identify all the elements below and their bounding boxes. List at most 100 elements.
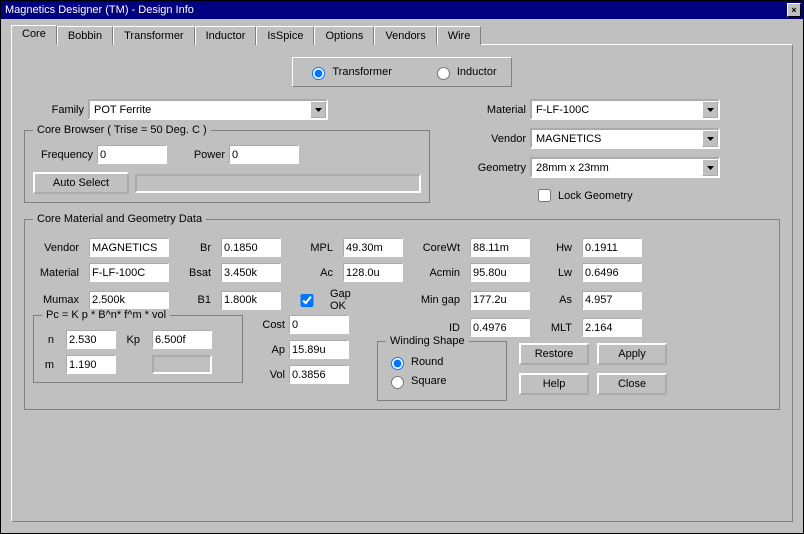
radio-inductor-label: Inductor [457, 66, 497, 78]
chevron-down-icon [702, 159, 718, 176]
material-label: Material [460, 104, 530, 116]
geometry-label: Geometry [460, 162, 530, 174]
lock-geometry-check[interactable]: Lock Geometry [534, 186, 633, 205]
help-button[interactable]: Help [519, 373, 589, 395]
mingap-label: Min gap [409, 294, 464, 306]
chevron-down-icon [310, 101, 326, 118]
ap-label: Ap [255, 344, 289, 356]
bsat-label: Bsat [175, 267, 215, 279]
material2-input[interactable] [89, 263, 169, 282]
kp-input[interactable] [152, 330, 212, 349]
gapok-check[interactable]: Gap OK [287, 288, 351, 312]
lw-label: Lw [536, 267, 576, 279]
mpl-input[interactable] [343, 238, 403, 257]
vendor2-input[interactable] [89, 238, 169, 257]
radio-square[interactable]: Square [386, 373, 446, 389]
acmin-input[interactable] [470, 263, 530, 282]
gapok-label: Gap OK [330, 288, 351, 312]
vendor-select[interactable]: MAGNETICS [530, 128, 720, 149]
corewt-label: CoreWt [409, 242, 464, 254]
hw-input[interactable] [582, 238, 642, 257]
id-input[interactable] [470, 318, 530, 337]
restore-button[interactable]: Restore [519, 343, 589, 365]
family-value: POT Ferrite [90, 104, 310, 116]
radio-inductor[interactable]: Inductor [432, 64, 497, 80]
auto-select-button[interactable]: Auto Select [33, 172, 129, 194]
kp-label: Kp [124, 334, 144, 346]
winding-group: Winding Shape Round Square [377, 341, 507, 401]
vol-input[interactable] [289, 365, 349, 384]
as-input[interactable] [582, 291, 642, 310]
tab-bobbin[interactable]: Bobbin [57, 26, 113, 45]
tab-options[interactable]: Options [314, 26, 374, 45]
br-label: Br [175, 242, 215, 254]
titlebar: Magnetics Designer (TM) - Design Info × [1, 1, 803, 19]
apply-button[interactable]: Apply [597, 343, 667, 365]
vendor-value: MAGNETICS [532, 133, 702, 145]
lw-input[interactable] [582, 263, 642, 282]
family-select[interactable]: POT Ferrite [88, 99, 328, 120]
tab-core[interactable]: Core [11, 25, 57, 45]
lock-geometry-label: Lock Geometry [558, 190, 633, 202]
ac-label: Ac [287, 267, 337, 279]
square-label: Square [411, 375, 446, 387]
content-area: Core Bobbin Transformer Inductor IsSpice… [1, 19, 803, 528]
vol-label: Vol [255, 369, 289, 381]
m-label: m [42, 359, 58, 371]
tab-isspice[interactable]: IsSpice [256, 26, 314, 45]
radio-transformer-label: Transformer [332, 66, 392, 78]
geometry-value: 28mm x 23mm [532, 162, 702, 174]
round-label: Round [411, 356, 443, 368]
n-label: n [42, 334, 58, 346]
mlt-label: MLT [536, 322, 576, 334]
cost-label: Cost [255, 319, 289, 331]
tab-panel: Transformer Inductor Family POT Ferrite … [11, 44, 793, 522]
n-input[interactable] [66, 330, 116, 349]
power-input[interactable] [229, 145, 299, 164]
cost-input[interactable] [289, 315, 349, 334]
b1-input[interactable] [221, 291, 281, 310]
pc-blank [152, 355, 212, 374]
radio-transformer[interactable]: Transformer [307, 64, 392, 80]
mingap-input[interactable] [470, 291, 530, 310]
frequency-input[interactable] [97, 145, 167, 164]
mode-selector: Transformer Inductor [292, 57, 512, 87]
core-browser-group: Core Browser ( Trise = 50 Deg. C ) Frequ… [24, 130, 430, 203]
auto-select-result [135, 174, 421, 193]
close-icon[interactable]: × [787, 3, 801, 17]
material-select[interactable]: F-LF-100C [530, 99, 720, 120]
mumax-input[interactable] [89, 291, 169, 310]
window: Magnetics Designer (TM) - Design Info × … [0, 0, 804, 534]
hw-label: Hw [536, 242, 576, 254]
chevron-down-icon [702, 130, 718, 147]
corewt-input[interactable] [470, 238, 530, 257]
close-button[interactable]: Close [597, 373, 667, 395]
tab-vendors[interactable]: Vendors [374, 26, 436, 45]
core-data-group: Core Material and Geometry Data Vendor B… [24, 219, 780, 410]
acmin-label: Acmin [409, 267, 464, 279]
radio-round[interactable]: Round [386, 354, 443, 370]
material2-label: Material [33, 267, 83, 279]
family-label: Family [24, 104, 88, 116]
vendor-label: Vendor [460, 133, 530, 145]
mlt-input[interactable] [582, 318, 642, 337]
ap-input[interactable] [289, 340, 349, 359]
b1-label: B1 [175, 294, 215, 306]
winding-title: Winding Shape [386, 335, 469, 347]
m-input[interactable] [66, 355, 116, 374]
vendor2-label: Vendor [33, 242, 83, 254]
material-value: F-LF-100C [532, 104, 702, 116]
ac-input[interactable] [343, 263, 403, 282]
tab-wire[interactable]: Wire [437, 26, 482, 45]
tab-inductor[interactable]: Inductor [195, 26, 257, 45]
geometry-select[interactable]: 28mm x 23mm [530, 157, 720, 178]
id-label: ID [409, 322, 464, 334]
br-input[interactable] [221, 238, 281, 257]
tab-transformer[interactable]: Transformer [113, 26, 195, 45]
pc-title: Pc = K p * B^n* f^m * vol [42, 309, 170, 321]
frequency-label: Frequency [33, 149, 97, 161]
power-label: Power [187, 149, 229, 161]
mumax-label: Mumax [33, 294, 83, 306]
bsat-input[interactable] [221, 263, 281, 282]
core-data-title: Core Material and Geometry Data [33, 213, 206, 225]
